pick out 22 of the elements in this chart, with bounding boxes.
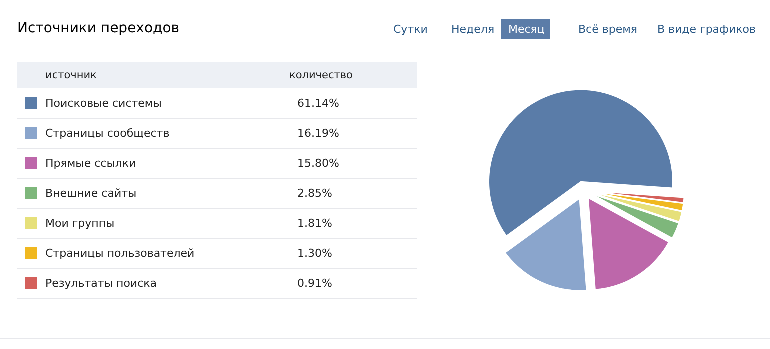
- legend-label: Внешние сайты: [46, 187, 137, 200]
- legend-label: Мои группы: [46, 217, 115, 230]
- text: Неделя: [452, 23, 495, 36]
- text: Всё время: [578, 23, 638, 36]
- data-label: 0.91%: [298, 277, 332, 290]
- chart-title: Источники переходов: [18, 20, 180, 36]
- text: В виде графиков: [658, 23, 756, 36]
- data-label: 1.30%: [298, 247, 332, 260]
- legend-label: Страницы пользователей: [46, 247, 195, 260]
- data-label: 16.19%: [298, 127, 340, 140]
- legend-label: Результаты поиска: [46, 277, 158, 290]
- legend-label: Страницы сообществ: [46, 127, 170, 140]
- text: Месяц: [508, 23, 545, 36]
- text: Сутки: [394, 23, 428, 36]
- data-label: 15.80%: [298, 157, 340, 170]
- data-label: 61.14%: [298, 97, 340, 110]
- text: количество: [290, 70, 353, 82]
- data-label: 1.81%: [298, 217, 332, 230]
- data-label: 2.85%: [298, 187, 332, 200]
- legend-label: Поисковые системы: [46, 97, 162, 110]
- legend-label: Прямые ссылки: [46, 157, 136, 170]
- text: источник: [46, 70, 97, 82]
